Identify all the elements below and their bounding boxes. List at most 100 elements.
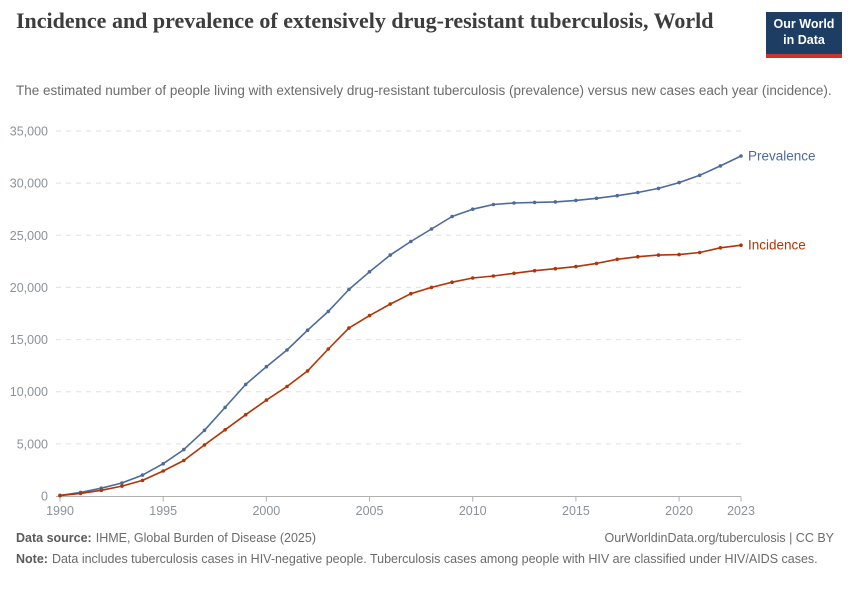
incidence-point[interactable]	[532, 268, 537, 273]
x-tick-label: 1995	[149, 504, 177, 518]
prevalence-point[interactable]	[532, 200, 537, 205]
prevalence-point[interactable]	[223, 405, 227, 410]
incidence-point[interactable]	[347, 326, 351, 330]
prevalence-point[interactable]	[120, 481, 124, 485]
incidence-point[interactable]	[739, 243, 743, 247]
prevalence-point[interactable]	[450, 214, 454, 219]
chart-subtitle: The estimated number of people living wi…	[16, 83, 832, 98]
incidence-point[interactable]	[120, 484, 124, 488]
data-source-text: IHME, Global Burden of Disease (2025)	[95, 531, 316, 545]
chart-footer: Data source: IHME, Global Burden of Disea…	[16, 530, 834, 568]
y-tick-label: 30,000	[10, 177, 48, 191]
x-tick-label: 2020	[665, 504, 693, 518]
y-tick-label: 15,000	[10, 333, 48, 347]
owid-logo-stripe	[766, 54, 842, 58]
prevalence-point[interactable]	[574, 198, 578, 203]
prevalence-point[interactable]	[677, 180, 681, 185]
incidence-point[interactable]	[58, 493, 62, 498]
x-tick-label: 2023	[727, 504, 755, 518]
prevalence-point[interactable]	[388, 253, 393, 257]
incidence-point[interactable]	[305, 369, 310, 373]
prevalence-point[interactable]	[718, 164, 723, 168]
note-text: Data includes tuberculosis cases in HIV-…	[51, 551, 818, 566]
incidence-point[interactable]	[594, 261, 599, 266]
incidence-point[interactable]	[491, 274, 496, 278]
incidence-point[interactable]	[450, 280, 454, 284]
page-title: Incidence and prevalence of extensively …	[16, 8, 714, 33]
incidence-point[interactable]	[182, 458, 186, 463]
prevalence-point[interactable]	[243, 382, 248, 387]
prevalence-line[interactable]	[59, 155, 742, 497]
x-tick-label: 2005	[356, 504, 384, 518]
prevalence-point[interactable]	[326, 309, 331, 314]
prevalence-point[interactable]	[264, 364, 269, 369]
incidence-point[interactable]	[718, 246, 723, 250]
prevalence-point[interactable]	[202, 428, 207, 433]
prevalence-point[interactable]	[553, 200, 558, 204]
incidence-point[interactable]	[326, 347, 331, 351]
incidence-point[interactable]	[367, 313, 372, 318]
prevalence-point[interactable]	[161, 461, 165, 466]
prevalence-point[interactable]	[615, 193, 619, 198]
prevalence-series-label: Prevalence	[748, 149, 816, 164]
prevalence-point[interactable]	[182, 447, 186, 452]
owid-logo-line2: in Data	[783, 33, 825, 47]
prevalence-point[interactable]	[409, 239, 413, 244]
y-tick-label: 20,000	[10, 281, 48, 295]
incidence-point[interactable]	[470, 276, 475, 280]
y-tick-label: 35,000	[10, 125, 48, 139]
prevalence-point[interactable]	[594, 196, 599, 201]
prevalence-point[interactable]	[656, 186, 661, 191]
incidence-point[interactable]	[388, 302, 393, 306]
chart-area[interactable]: 0 5,000 10,000 15,000 20,000 25,000 30,000 35,0…	[0, 118, 850, 530]
x-tick-label: 2000	[252, 504, 280, 518]
note-label: Note:	[16, 551, 48, 566]
y-tick-label: 0	[41, 490, 48, 504]
incidence-point[interactable]	[429, 285, 434, 290]
prevalence-point[interactable]	[285, 348, 289, 352]
y-tick-label: 10,000	[10, 385, 48, 399]
attribution-link[interactable]: OurWorldinData.org/tuberculosis | CC BY	[604, 531, 835, 545]
incidence-point[interactable]	[697, 250, 702, 255]
prevalence-point[interactable]	[697, 173, 702, 178]
incidence-point[interactable]	[512, 271, 516, 276]
incidence-point[interactable]	[140, 478, 145, 483]
prevalence-point[interactable]	[739, 154, 743, 158]
data-source: Data source: IHME, Global Burden of Disea…	[16, 530, 316, 547]
prevalence-point[interactable]	[429, 227, 434, 231]
incidence-point[interactable]	[243, 412, 248, 417]
incidence-point[interactable]	[615, 257, 619, 262]
prevalence-point[interactable]	[636, 190, 640, 195]
incidence-point[interactable]	[677, 252, 681, 257]
prevalence-point[interactable]	[470, 207, 475, 211]
incidence-point[interactable]	[285, 384, 289, 389]
incidence-series-label: Incidence	[748, 238, 806, 253]
x-tick-label: 2015	[562, 504, 590, 518]
incidence-point[interactable]	[553, 266, 558, 271]
incidence-point[interactable]	[264, 398, 269, 402]
incidence-point[interactable]	[409, 291, 413, 296]
incidence-point[interactable]	[202, 443, 207, 447]
owid-logo-box: Our World in Data	[766, 12, 842, 54]
owid-logo: Our World in Data	[766, 12, 842, 58]
x-tick-label: 1990	[46, 504, 74, 518]
y-tick-label: 25,000	[10, 229, 48, 243]
incidence-point[interactable]	[161, 469, 165, 473]
incidence-point[interactable]	[99, 488, 104, 493]
prevalence-point[interactable]	[305, 328, 310, 332]
incidence-point[interactable]	[574, 264, 578, 269]
incidence-point[interactable]	[78, 491, 83, 496]
prevalence-point[interactable]	[367, 270, 372, 274]
prevalence-point[interactable]	[491, 202, 496, 207]
y-tick-label: 5,000	[17, 437, 48, 451]
incidence-line[interactable]	[59, 244, 742, 497]
prevalence-point[interactable]	[347, 287, 351, 292]
line-chart[interactable]: 0 5,000 10,000 15,000 20,000 25,000 30,000 35,0…	[0, 118, 850, 530]
incidence-point[interactable]	[656, 253, 661, 257]
prevalence-point[interactable]	[140, 473, 145, 477]
owid-logo-line1: Our World	[773, 17, 835, 32]
prevalence-point[interactable]	[512, 201, 516, 205]
incidence-point[interactable]	[636, 254, 640, 259]
incidence-point[interactable]	[223, 428, 227, 432]
